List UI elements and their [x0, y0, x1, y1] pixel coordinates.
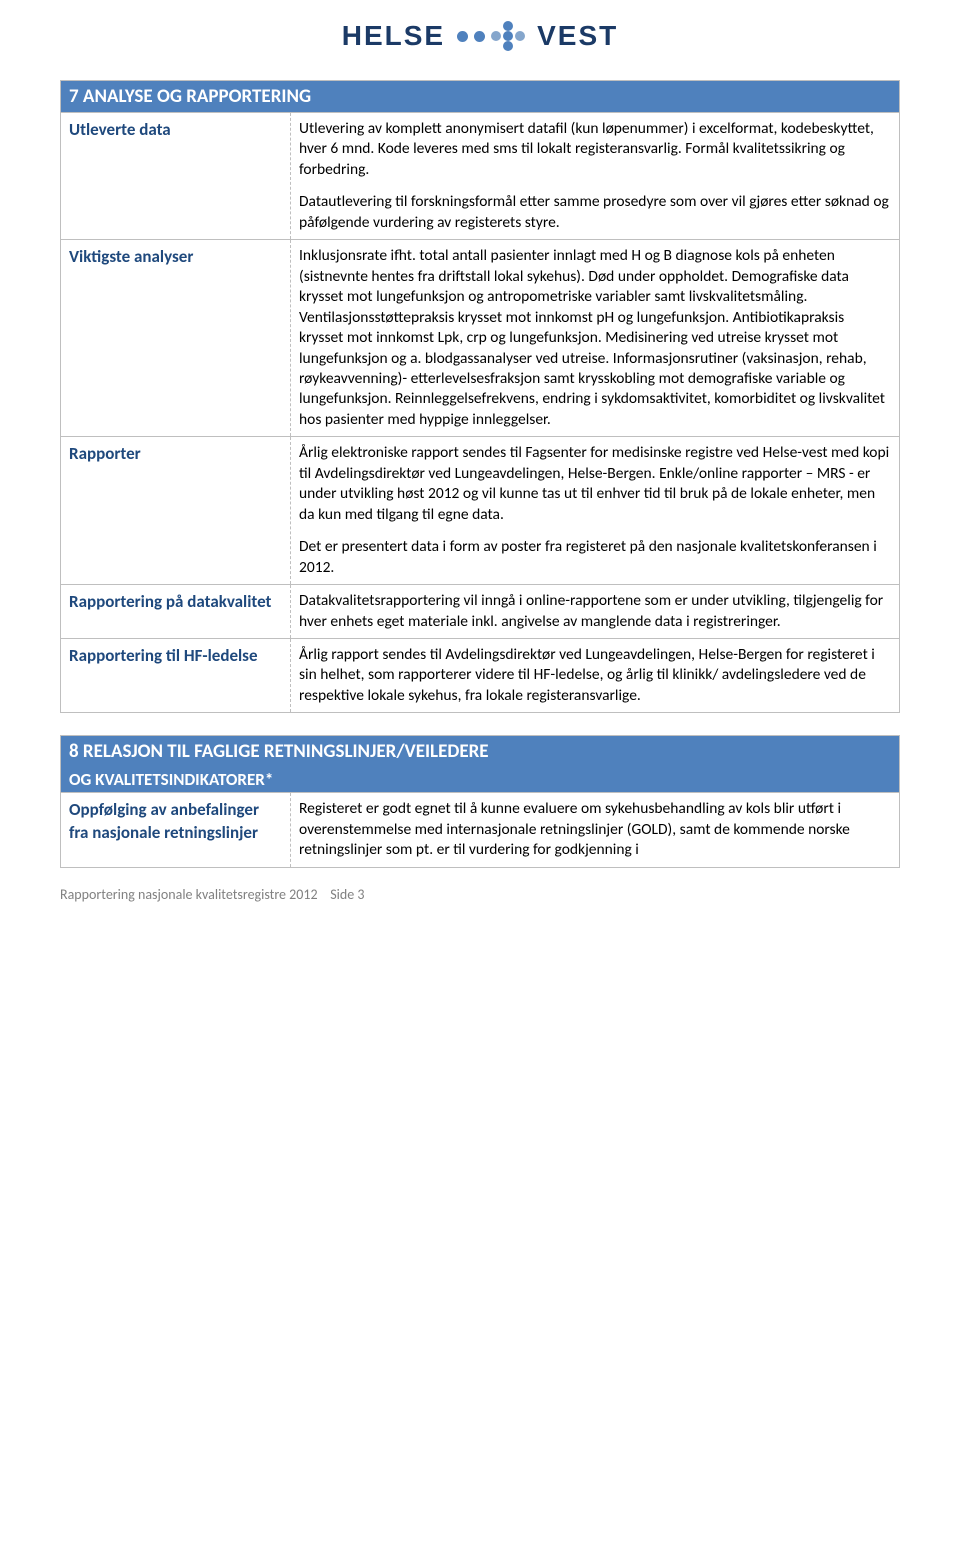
row-label: Rapportering på datakvalitet — [61, 585, 291, 639]
logo-right-text: VEST — [537, 20, 618, 52]
row-content: Datakvalitetsrapportering vil inngå i on… — [291, 585, 900, 639]
table-row: Oppfølging av anbefalinger fra nasjonale… — [61, 793, 900, 867]
section7-table: Utleverte data Utlevering av komplett an… — [60, 112, 900, 713]
table-row: Rapporter Årlig elektroniske rapport sen… — [61, 437, 900, 585]
section8-table: Oppfølging av anbefalinger fra nasjonale… — [60, 792, 900, 867]
paragraph: Årlig rapport sendes til Avdelingsdirekt… — [299, 645, 891, 706]
row-label: Oppfølging av anbefalinger fra nasjonale… — [61, 793, 291, 867]
table-row: Rapportering til HF-ledelse Årlig rappor… — [61, 638, 900, 712]
row-content: Årlig rapport sendes til Avdelingsdirekt… — [291, 638, 900, 712]
paragraph: Det er presentert data i form av poster … — [299, 537, 891, 578]
footer-page-number: 3 — [357, 886, 364, 903]
logo-header: HELSE VEST — [60, 0, 900, 80]
row-content: Årlig elektroniske rapport sendes til Fa… — [291, 437, 900, 585]
row-content: Utlevering av komplett anonymisert dataf… — [291, 113, 900, 240]
section8-title: 8 RELASJON TIL FAGLIGE RETNINGSLINJER/VE… — [60, 735, 900, 767]
logo-dots-icon — [457, 21, 525, 51]
row-label: Rapporter — [61, 437, 291, 585]
section7-title: 7 ANALYSE OG RAPPORTERING — [60, 80, 900, 112]
page-footer: Rapportering nasjonale kvalitetsregistre… — [60, 886, 900, 903]
paragraph: Årlig elektroniske rapport sendes til Fa… — [299, 443, 891, 525]
row-content: Inklusjonsrate ifht. total antall pasien… — [291, 240, 900, 437]
table-row: Viktigste analyser Inklusjonsrate ifht. … — [61, 240, 900, 437]
footer-text: Rapportering nasjonale kvalitetsregistre… — [60, 886, 318, 903]
paragraph: Utlevering av komplett anonymisert dataf… — [299, 119, 891, 180]
row-label: Rapportering til HF-ledelse — [61, 638, 291, 712]
footer-side-label: Side — [330, 886, 354, 903]
paragraph: Datakvalitetsrapportering vil inngå i on… — [299, 591, 891, 632]
logo-left-text: HELSE — [342, 20, 445, 52]
paragraph: Registeret er godt egnet til å kunne eva… — [299, 799, 891, 860]
table-row: Utleverte data Utlevering av komplett an… — [61, 113, 900, 240]
paragraph: Inklusjonsrate ifht. total antall pasien… — [299, 246, 891, 430]
table-row: Rapportering på datakvalitet Datakvalite… — [61, 585, 900, 639]
row-content: Registeret er godt egnet til å kunne eva… — [291, 793, 900, 867]
paragraph: Datautlevering til forskningsformål ette… — [299, 192, 891, 233]
section8-subtitle: OG KVALITETSINDIKATORER* — [60, 767, 900, 792]
row-label: Utleverte data — [61, 113, 291, 240]
row-label: Viktigste analyser — [61, 240, 291, 437]
